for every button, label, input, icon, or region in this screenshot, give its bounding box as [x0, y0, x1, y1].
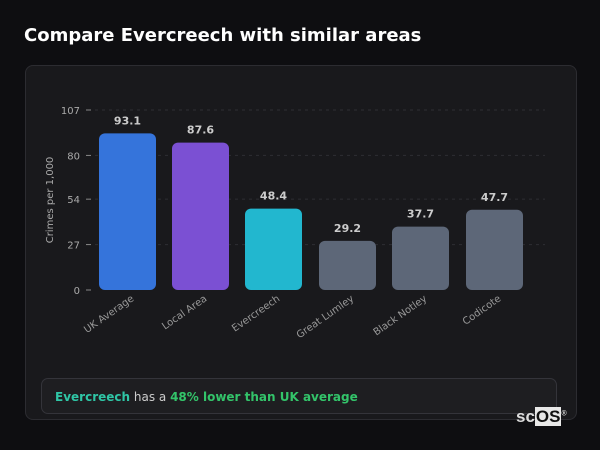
data-label: 47.7	[481, 191, 508, 204]
bar-great-lumley	[319, 240, 376, 290]
page-title: Compare Evercreech with similar areas	[24, 25, 422, 46]
summary-text: has a	[130, 390, 171, 404]
bar-uk-average	[99, 133, 156, 290]
x-tick-label: Evercreech	[230, 293, 282, 334]
y-tick-label: 80	[67, 151, 80, 162]
summary-area: Evercreech	[55, 390, 131, 404]
summary-banner: Evercreech has a 48% lower than UK avera…	[41, 378, 557, 414]
data-label: 37.7	[407, 208, 434, 221]
scos-logo: scOS®	[516, 407, 567, 426]
y-axis-label: Crimes per 1,000	[45, 157, 56, 244]
y-tick-label: 54	[67, 195, 80, 206]
bar-evercreech	[245, 208, 302, 290]
x-tick-label: Local Area	[160, 293, 209, 332]
x-tick-label: Black Notley	[372, 293, 430, 338]
y-tick-label: 27	[67, 241, 80, 252]
x-tick-label: UK Average	[82, 293, 136, 335]
data-label: 87.6	[187, 124, 214, 137]
summary-comparison: 48% lower than UK average	[170, 390, 358, 404]
y-tick-label: 107	[61, 106, 80, 117]
y-tick-label: 0	[74, 286, 80, 297]
bar-local-area	[172, 142, 229, 290]
x-tick-label: Codicote	[461, 293, 503, 327]
data-label: 93.1	[114, 114, 141, 127]
data-label: 48.4	[260, 190, 287, 203]
bar-codicote	[466, 209, 523, 290]
bar-black-notley	[392, 226, 449, 290]
data-label: 29.2	[334, 222, 361, 235]
x-tick-label: Great Lumley	[295, 293, 357, 341]
